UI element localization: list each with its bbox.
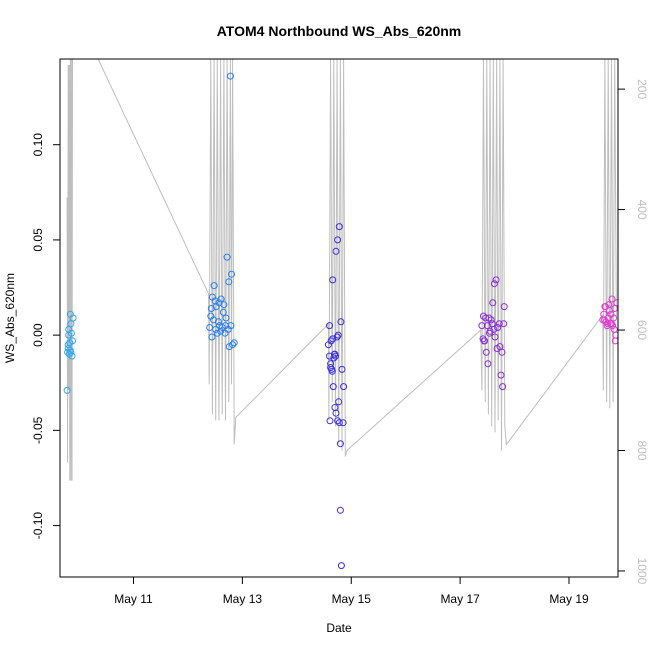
data-point-0-16 xyxy=(67,320,75,328)
y-tick-label: -0.05 xyxy=(31,416,45,444)
data-point-2-8 xyxy=(335,419,343,427)
data-point-3-26 xyxy=(485,314,493,322)
data-point-2-29 xyxy=(326,417,334,425)
data-point-1-27 xyxy=(211,297,219,305)
data-point-2-26 xyxy=(336,440,344,448)
data-point-2-12 xyxy=(326,322,333,330)
data-point-2-16 xyxy=(332,247,340,255)
data-point-1-3 xyxy=(210,282,218,290)
y-axis-label: WS_Abs_620nm xyxy=(3,273,17,363)
data-point-1-20 xyxy=(214,318,222,326)
data-point-3-14 xyxy=(500,303,508,311)
data-point-1-25 xyxy=(227,322,235,330)
data-point-2-4 xyxy=(329,383,337,391)
data-point-4-6 xyxy=(608,295,616,303)
data-point-4-20 xyxy=(608,320,615,328)
plot-frame xyxy=(59,58,619,578)
data-point-3-18 xyxy=(486,327,494,335)
data-point-2-31 xyxy=(331,350,339,358)
data-point-2-19 xyxy=(337,318,345,326)
data-point-1-12 xyxy=(225,278,233,286)
data-point-3-0 xyxy=(478,322,486,330)
x-tick-label: May 11 xyxy=(114,592,153,606)
data-point-2-18 xyxy=(335,223,343,231)
data-point-1-30 xyxy=(225,343,233,351)
data-point-2-10 xyxy=(337,562,345,570)
data-point-2-11 xyxy=(339,419,347,427)
data-point-3-9 xyxy=(492,276,500,284)
data-point-2-25 xyxy=(335,398,343,406)
y2-axis: 200 400 600 800 1000 xyxy=(618,79,649,585)
data-point-1-23 xyxy=(222,314,230,322)
data-point-1-0 xyxy=(206,324,214,331)
data-point-2-17 xyxy=(334,236,342,244)
y2-tick-label: 400 xyxy=(635,200,649,220)
data-points xyxy=(63,72,618,570)
data-point-2-6 xyxy=(332,409,340,417)
secondary-series-line xyxy=(66,59,617,481)
data-point-1-28 xyxy=(216,322,223,330)
data-point-1-13 xyxy=(226,72,234,80)
y2-tick-label: 200 xyxy=(635,79,649,99)
data-point-1-11 xyxy=(223,253,231,261)
data-point-4-17 xyxy=(612,331,618,339)
data-point-2-14 xyxy=(329,276,337,284)
data-point-3-7 xyxy=(489,299,497,307)
data-point-2-30 xyxy=(329,335,337,343)
data-point-3-10 xyxy=(494,324,502,331)
data-point-3-16 xyxy=(482,314,490,322)
x-axis-label: Date xyxy=(326,621,352,635)
x-tick-label: May 13 xyxy=(223,592,263,606)
data-point-2-21 xyxy=(328,365,336,373)
secondary-series xyxy=(66,59,617,481)
x-tick-label: May 17 xyxy=(440,592,480,606)
data-point-3-20 xyxy=(491,333,499,341)
data-point-3-23 xyxy=(498,348,506,356)
data-point-2-28 xyxy=(340,383,348,391)
x-tick-label: May 15 xyxy=(332,592,372,606)
data-point-1-14 xyxy=(228,270,235,278)
data-point-4-19 xyxy=(604,314,612,322)
y2-tick-label: 600 xyxy=(635,320,649,340)
y-axis: -0.10 -0.05 0.00 0.05 0.10 xyxy=(31,133,60,540)
data-point-2-22 xyxy=(330,354,338,362)
data-point-4-18 xyxy=(601,303,609,311)
data-point-0-0 xyxy=(63,386,71,394)
data-point-0-13 xyxy=(65,331,73,339)
data-point-0-14 xyxy=(66,346,74,354)
data-point-3-8 xyxy=(490,280,498,288)
y-tick-label: -0.10 xyxy=(31,512,45,540)
data-point-1-29 xyxy=(221,329,229,337)
data-point-1-26 xyxy=(208,333,216,341)
data-point-1-22 xyxy=(219,308,227,316)
data-point-2-13 xyxy=(327,337,335,345)
y2-tick-label: 1000 xyxy=(635,558,649,585)
data-point-3-24 xyxy=(500,320,508,328)
data-point-3-4 xyxy=(484,360,492,368)
data-point-1-16 xyxy=(230,339,238,347)
data-point-3-25 xyxy=(480,337,488,345)
data-point-0-15 xyxy=(66,339,74,347)
data-point-3-3 xyxy=(482,348,490,356)
data-point-2-27 xyxy=(338,365,346,373)
x-axis: May 11 May 13 May 15 May 17 May 19 xyxy=(114,577,589,606)
data-point-1-9 xyxy=(220,301,228,309)
y-tick-label: 0.00 xyxy=(31,323,45,347)
data-point-2-32 xyxy=(334,331,342,339)
y2-tick-label: 800 xyxy=(635,440,649,460)
chart-title: ATOM4 Northbound WS_Abs_620nm xyxy=(217,23,462,39)
data-point-3-27 xyxy=(490,325,498,333)
data-point-3-13 xyxy=(499,383,507,391)
x-tick-label: May 19 xyxy=(549,592,589,606)
data-point-3-11 xyxy=(495,320,503,328)
y-tick-label: 0.10 xyxy=(31,133,45,157)
data-point-3-12 xyxy=(497,371,505,379)
data-point-2-9 xyxy=(336,506,344,514)
y-tick-label: 0.05 xyxy=(31,228,45,252)
